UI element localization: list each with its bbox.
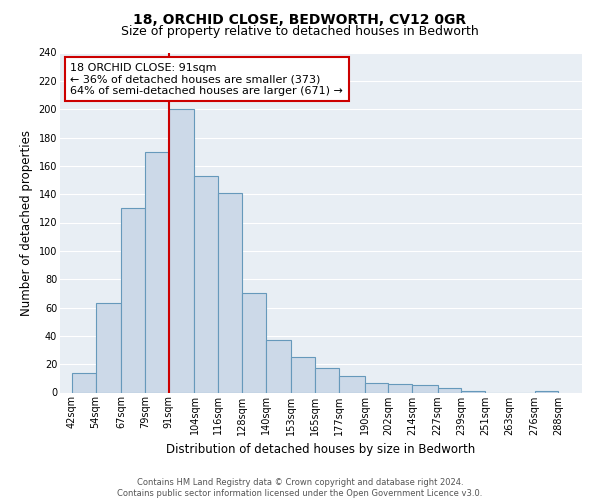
Bar: [242, 294, 266, 392]
Bar: [266, 340, 292, 392]
Text: Contains HM Land Registry data © Crown copyright and database right 2024.
Contai: Contains HM Land Registry data © Crown c…: [118, 478, 482, 498]
Bar: [339, 376, 365, 392]
Text: 18 ORCHID CLOSE: 91sqm
← 36% of detached houses are smaller (373)
64% of semi-de: 18 ORCHID CLOSE: 91sqm ← 36% of detached…: [70, 62, 343, 96]
X-axis label: Distribution of detached houses by size in Bedworth: Distribution of detached houses by size …: [166, 443, 476, 456]
Bar: [535, 391, 558, 392]
Bar: [194, 176, 218, 392]
Bar: [218, 192, 242, 392]
Text: 18, ORCHID CLOSE, BEDWORTH, CV12 0GR: 18, ORCHID CLOSE, BEDWORTH, CV12 0GR: [133, 12, 467, 26]
Text: Size of property relative to detached houses in Bedworth: Size of property relative to detached ho…: [121, 25, 479, 38]
Bar: [121, 208, 145, 392]
Bar: [412, 386, 437, 392]
Bar: [72, 372, 95, 392]
Bar: [95, 303, 121, 392]
Bar: [365, 382, 388, 392]
Bar: [388, 384, 412, 392]
Bar: [437, 388, 461, 392]
Bar: [169, 109, 194, 393]
Bar: [145, 152, 169, 392]
Y-axis label: Number of detached properties: Number of detached properties: [20, 130, 33, 316]
Bar: [461, 391, 485, 392]
Bar: [315, 368, 339, 392]
Bar: [292, 357, 315, 392]
